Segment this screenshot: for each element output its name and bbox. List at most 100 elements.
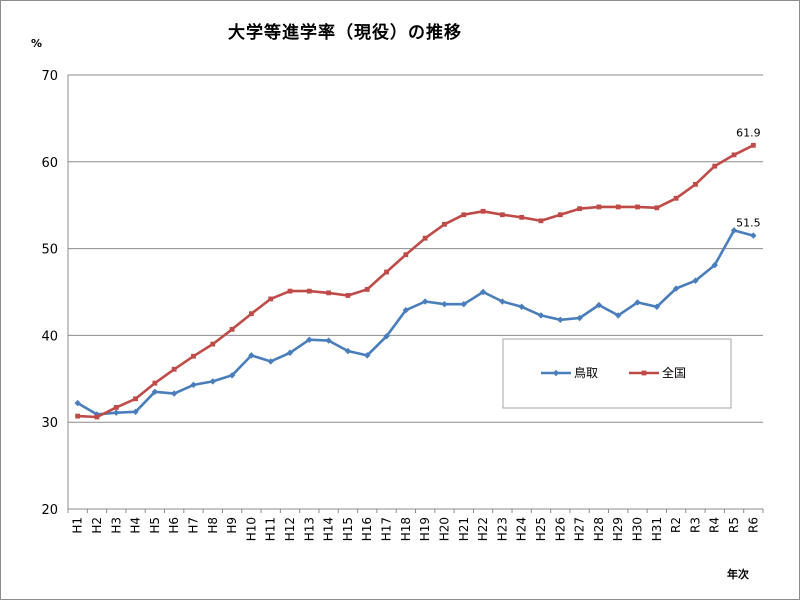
data-point (210, 341, 216, 347)
x-tick-label: H14 (322, 517, 336, 541)
y-tick-label: 30 (41, 416, 58, 431)
legend-marker (641, 370, 647, 376)
data-point (170, 390, 178, 397)
data-point (113, 409, 120, 416)
y-tick-label: 60 (41, 156, 58, 171)
x-axis-unit: 年次 (727, 568, 749, 581)
data-point (634, 299, 641, 306)
data-point (402, 307, 410, 314)
data-point (345, 293, 351, 298)
x-tick-label: H1 (71, 517, 85, 534)
x-tick-label: H7 (186, 517, 200, 534)
data-point (421, 298, 429, 305)
x-tick-label: R6 (746, 517, 760, 533)
x-tick-label: H4 (129, 517, 143, 534)
end-data-label: 51.5 (736, 217, 761, 230)
legend-label: 全国 (662, 365, 686, 380)
data-point (228, 372, 236, 379)
series-line-全国 (77, 144, 754, 419)
x-tick-label: H28 (592, 517, 606, 541)
data-point (113, 405, 119, 410)
series-line-鳥取 (77, 229, 754, 416)
legend-box (502, 338, 732, 409)
data-point (693, 181, 698, 187)
y-tick-label: 20 (41, 503, 58, 518)
x-tick-label: H11 (264, 517, 278, 541)
x-tick-label: H5 (148, 517, 162, 534)
data-point (460, 300, 467, 308)
x-tick-label: H10 (244, 517, 258, 541)
data-point (383, 333, 390, 340)
data-point (249, 311, 254, 317)
data-point (286, 349, 294, 356)
data-point (306, 336, 313, 343)
y-axis-unit: % (31, 37, 43, 50)
x-tick-label: H22 (476, 517, 490, 541)
data-point (750, 232, 757, 239)
legend-label: 鳥取 (574, 365, 598, 380)
chart-title: 大学等進学率（現役）の推移 (228, 23, 462, 43)
data-point (442, 221, 447, 227)
data-point (229, 326, 235, 332)
data-point (615, 204, 621, 210)
data-point (538, 218, 544, 224)
data-point (171, 366, 177, 372)
data-point (191, 353, 196, 359)
data-point (190, 381, 197, 389)
data-point (615, 312, 622, 319)
data-point (731, 152, 737, 158)
data-point (267, 358, 274, 365)
data-point (364, 352, 371, 359)
data-point (595, 301, 603, 309)
data-point (306, 288, 312, 294)
data-point (712, 163, 718, 169)
x-tick-label: H24 (515, 517, 529, 541)
x-tick-label: H20 (437, 517, 451, 541)
data-point (287, 288, 293, 294)
x-tick-label: H15 (341, 517, 355, 541)
x-tick-label: H17 (380, 517, 394, 541)
data-point (519, 214, 525, 220)
x-tick-label: H8 (206, 517, 220, 534)
x-tick-label: H18 (399, 517, 413, 541)
data-point (692, 277, 699, 284)
data-point (635, 204, 640, 210)
data-point (557, 316, 564, 323)
data-point (364, 286, 370, 292)
data-point (673, 195, 679, 201)
data-point (537, 312, 545, 319)
data-point (344, 347, 352, 355)
data-point (94, 414, 100, 420)
data-point (480, 208, 486, 214)
data-point (422, 235, 428, 241)
x-tick-label: H30 (631, 517, 645, 541)
x-tick-label: H29 (611, 517, 625, 541)
x-tick-label: H26 (553, 517, 567, 541)
data-point (750, 142, 756, 148)
x-tick-label: R2 (669, 517, 683, 533)
data-point (326, 290, 332, 296)
x-tick-label: H13 (302, 517, 316, 541)
x-tick-label: H21 (457, 517, 471, 541)
y-tick-label: 40 (41, 329, 58, 344)
data-point (75, 413, 81, 419)
data-point (133, 396, 138, 402)
x-tick-label: R5 (727, 517, 741, 533)
x-tick-label: H31 (650, 517, 664, 541)
data-point (461, 212, 467, 218)
data-point (730, 227, 738, 234)
data-point (499, 298, 506, 305)
x-tick-label: H16 (360, 517, 374, 541)
data-point (248, 352, 255, 359)
data-point (132, 408, 139, 415)
y-tick-label: 70 (41, 69, 58, 84)
x-tick-label: H19 (418, 517, 432, 541)
data-point (499, 212, 505, 218)
x-tick-label: H6 (167, 517, 181, 534)
data-point (441, 300, 448, 308)
x-tick-label: H9 (225, 517, 239, 534)
x-tick-label: H12 (283, 517, 297, 541)
data-point (384, 269, 389, 275)
